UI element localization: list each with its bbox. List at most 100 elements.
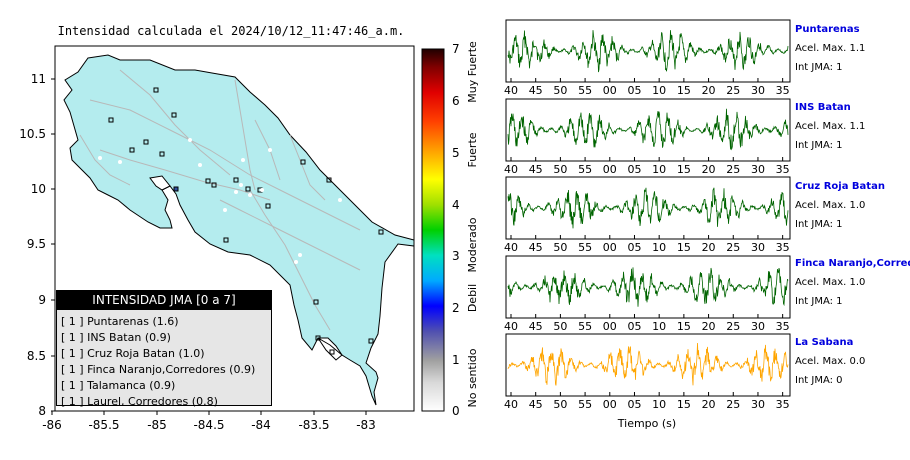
- legend-list: [ 1 ] Puntarenas (1.6) [ 1 ] INS Batan (…: [57, 310, 271, 410]
- time-tick-label: 30: [751, 398, 765, 411]
- time-tick-label: 45: [529, 398, 543, 411]
- time-tick-label: 00: [603, 398, 617, 411]
- time-tick-label: 10: [652, 163, 666, 176]
- colorbar-category: No sentido: [466, 348, 479, 407]
- time-tick-label: 30: [751, 163, 765, 176]
- time-tick-label: 30: [751, 84, 765, 97]
- station-accel: Acel. Max. 0.0: [795, 356, 866, 367]
- time-tick-label: 55: [578, 163, 592, 176]
- time-tick-label: 00: [603, 163, 617, 176]
- time-tick-label: 45: [529, 241, 543, 254]
- time-tick-label: 55: [578, 241, 592, 254]
- time-tick-label: 45: [529, 320, 543, 333]
- legend-title: INTENSIDAD JMA [0 a 7]: [57, 291, 271, 310]
- colorbar-category: Debil: [466, 284, 479, 312]
- time-tick-label: 05: [627, 84, 641, 97]
- waveform-trace: [507, 342, 789, 386]
- station-name: INS Batan: [795, 102, 851, 113]
- map-frame: [54, 45, 415, 412]
- colorbar-tick: 7: [452, 42, 460, 56]
- station-jma: Int JMA: 0: [795, 375, 843, 386]
- intensity-legend: INTENSIDAD JMA [0 a 7] [ 1 ] Puntarenas …: [56, 290, 272, 408]
- waveform-trace: [507, 267, 789, 307]
- x-tick-label: -85: [147, 418, 167, 432]
- time-tick-label: 50: [553, 320, 567, 333]
- time-tick-label: 35: [776, 398, 790, 411]
- time-tick-label: 50: [553, 163, 567, 176]
- legend-item: [ 1 ] Finca Naranjo,Corredores (0.9): [61, 363, 256, 376]
- time-tick-label: 25: [726, 84, 740, 97]
- waveform-panels: 40 45 50 55 00 05 10 15 20 25 30 35 40 45 50 55 00 05 10 15…: [504, 19, 791, 411]
- time-tick-label: 55: [578, 320, 592, 333]
- x-tick-label: -85.5: [88, 418, 119, 432]
- time-tick-label: 00: [603, 84, 617, 97]
- station-accel: Acel. Max. 1.0: [795, 200, 866, 211]
- time-tick-label: 35: [776, 84, 790, 97]
- time-tick-label: 10: [652, 84, 666, 97]
- time-tick-label: 05: [627, 398, 641, 411]
- colorbar-tick: 1: [452, 353, 460, 367]
- station-info-cruz-roja-batan: Cruz Roja Batan Acel. Max. 1.0 Int JMA: …: [795, 181, 907, 230]
- station-jma: Int JMA: 1: [795, 62, 843, 73]
- legend-item: [ 1 ] Cruz Roja Batan (1.0): [61, 347, 205, 360]
- time-tick-label: 45: [529, 84, 543, 97]
- time-tick-label: 05: [627, 163, 641, 176]
- waveform-trace: [507, 108, 789, 151]
- x-tick-label: -84: [251, 418, 271, 432]
- waveform-trace: [507, 30, 789, 73]
- waveform-frame: [505, 19, 791, 83]
- colorbar-category: Muy Fuerte: [466, 41, 479, 103]
- time-tick-label: 35: [776, 320, 790, 333]
- y-tick-label: 10.5: [19, 127, 46, 141]
- y-tick-label: 9: [38, 293, 46, 307]
- station-jma: Int JMA: 1: [795, 140, 843, 151]
- time-tick-label: 40: [504, 241, 518, 254]
- station-info-la-sabana: La Sabana Acel. Max. 0.0 Int JMA: 0: [795, 337, 907, 386]
- legend-item: [ 1 ] Talamanca (0.9): [61, 379, 176, 392]
- legend-item: [ 1 ] Laurel, Corredores (0.8): [61, 395, 218, 408]
- station-dots: [98, 138, 342, 264]
- time-tick-label: 20: [702, 320, 716, 333]
- roads: [79, 69, 361, 331]
- time-tick-label: 35: [776, 163, 790, 176]
- y-tick-label: 10: [31, 182, 46, 196]
- time-tick-label: 40: [504, 320, 518, 333]
- time-tick-label: 45: [529, 163, 543, 176]
- station-name: La Sabana: [795, 337, 854, 348]
- time-tick-label: 25: [726, 241, 740, 254]
- y-tick-label: 8.5: [27, 349, 46, 363]
- time-tick-label: 00: [603, 320, 617, 333]
- time-tick-label: 10: [652, 320, 666, 333]
- station-jma: Int JMA: 1: [795, 296, 843, 307]
- intensity-colorbar: [421, 48, 445, 412]
- y-tick-label: 8: [38, 404, 46, 418]
- time-tick-label: 15: [677, 241, 691, 254]
- time-tick-label: 35: [776, 241, 790, 254]
- station-accel: Acel. Max. 1.1: [795, 43, 866, 54]
- time-tick-label: 25: [726, 163, 740, 176]
- colorbar-tick: 0: [452, 404, 460, 418]
- colorbar-tick: 4: [452, 198, 460, 212]
- station-markers: [108, 87, 384, 355]
- time-tick-label: 20: [702, 163, 716, 176]
- station-accel: Acel. Max. 1.0: [795, 277, 866, 288]
- time-tick-label: 15: [677, 320, 691, 333]
- waveform-trace: [507, 187, 789, 229]
- station-jma: Int JMA: 1: [795, 219, 843, 230]
- time-tick-label: 50: [553, 241, 567, 254]
- time-tick-label: 05: [627, 320, 641, 333]
- time-tick-label: 20: [702, 398, 716, 411]
- x-tick-label: -86: [42, 418, 62, 432]
- station-name: Puntarenas: [795, 24, 860, 35]
- time-tick-label: 20: [702, 241, 716, 254]
- y-tick-label: 11: [31, 72, 46, 86]
- time-tick-label: 55: [578, 398, 592, 411]
- x-tick-label: -83.5: [298, 418, 329, 432]
- time-tick-label: 40: [504, 84, 518, 97]
- station-accel: Acel. Max. 1.1: [795, 121, 866, 132]
- x-tick-label: -83: [356, 418, 376, 432]
- colorbar-category: Moderado: [466, 217, 479, 272]
- y-tick-label: 9.5: [27, 237, 46, 251]
- time-tick-label: 20: [702, 84, 716, 97]
- time-tick-label: 30: [751, 320, 765, 333]
